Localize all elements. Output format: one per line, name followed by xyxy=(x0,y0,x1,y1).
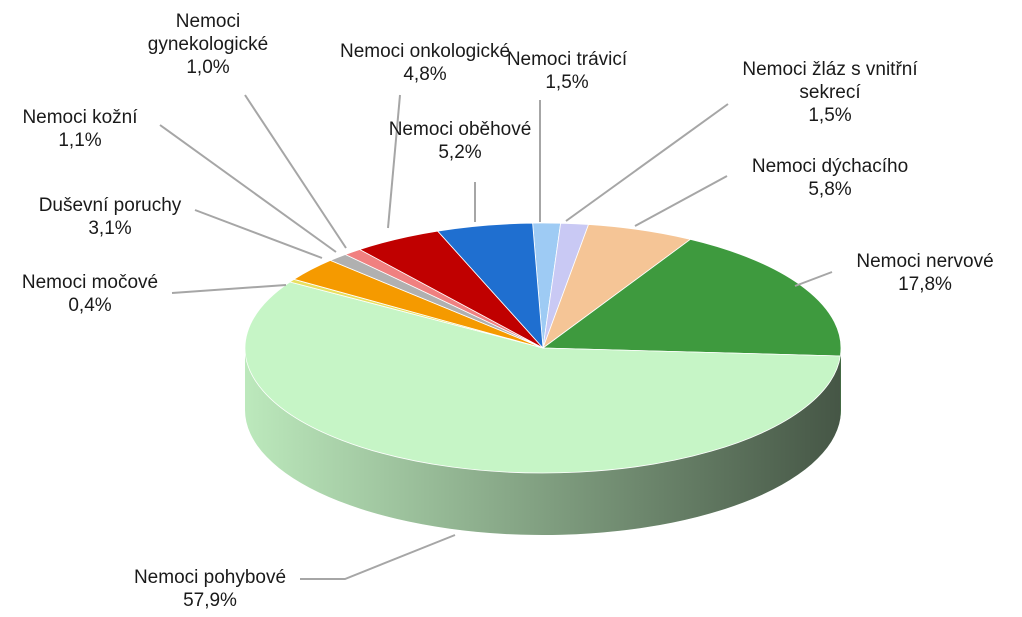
value-label: 5,2% xyxy=(438,142,482,163)
leader-line xyxy=(244,94,347,249)
data-label: Nemoci nervové 17,8% xyxy=(845,250,1005,296)
category-label: Nemoci pohybové xyxy=(133,567,287,588)
data-label: Nemoci močové 0,4% xyxy=(5,271,175,317)
slice-side-shade xyxy=(840,348,842,418)
value-label: 1,1% xyxy=(58,130,102,151)
leader-line xyxy=(300,534,456,580)
slice xyxy=(436,222,544,350)
value-label: 1,0% xyxy=(186,57,230,78)
data-label: Duševní poruchy 3,1% xyxy=(15,194,205,240)
data-label: Nemoci kožní 1,1% xyxy=(0,106,160,152)
data-label: Nemoci gynekologické 1,0% xyxy=(133,10,283,79)
leader-line xyxy=(794,271,833,287)
category-label: Duševní poruchy xyxy=(38,195,182,216)
category-label: Nemoci onkologické xyxy=(339,41,511,62)
category-label: Nemoci nervové xyxy=(856,251,994,272)
leader-line xyxy=(194,209,323,259)
value-label: 3,1% xyxy=(88,218,132,239)
category-label: Nemoci močové xyxy=(21,272,159,293)
leader-line xyxy=(171,284,287,294)
value-label: 57,9% xyxy=(183,590,237,611)
slice xyxy=(244,281,841,474)
value-label: 0,4% xyxy=(68,295,112,316)
value-label: 1,5% xyxy=(545,72,589,93)
data-label: Nemoci onkologické 4,8% xyxy=(315,40,535,86)
leader-line xyxy=(387,94,401,229)
value-label: 5,8% xyxy=(808,179,852,200)
data-label: Nemoci pohybové 57,9% xyxy=(110,566,310,612)
leader-line xyxy=(634,175,728,227)
leader-line xyxy=(159,124,337,253)
leader-line xyxy=(565,103,729,222)
slice-side-shade xyxy=(245,348,841,535)
value-label: 4,8% xyxy=(403,64,447,85)
value-label: 17,8% xyxy=(898,274,952,295)
data-label: Nemoci trávicí 1,5% xyxy=(492,48,642,94)
data-label: Nemoci dýchacího 5,8% xyxy=(740,155,920,201)
data-label: Nemoci oběhové 5,2% xyxy=(375,118,545,164)
category-label: Nemoci trávicí xyxy=(506,49,628,70)
category-label: Nemoci kožní xyxy=(22,107,138,128)
value-label: 1,5% xyxy=(808,105,852,126)
category-label: Nemoci žláz s vnitřní sekrecí xyxy=(742,59,918,103)
category-label: Nemoci gynekologické xyxy=(147,11,269,55)
category-label: Nemoci dýchacího xyxy=(751,156,909,177)
category-label: Nemoci oběhové xyxy=(388,119,532,140)
data-label: Nemoci žláz s vnitřní sekrecí 1,5% xyxy=(740,58,920,127)
slice xyxy=(541,238,842,357)
